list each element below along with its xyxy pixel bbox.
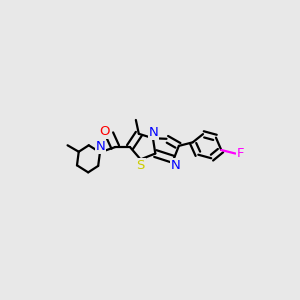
Text: O: O — [99, 125, 109, 138]
Text: S: S — [136, 159, 145, 172]
Text: F: F — [237, 147, 244, 160]
Text: N: N — [96, 140, 105, 153]
Text: N: N — [149, 126, 158, 139]
Text: N: N — [171, 159, 181, 172]
